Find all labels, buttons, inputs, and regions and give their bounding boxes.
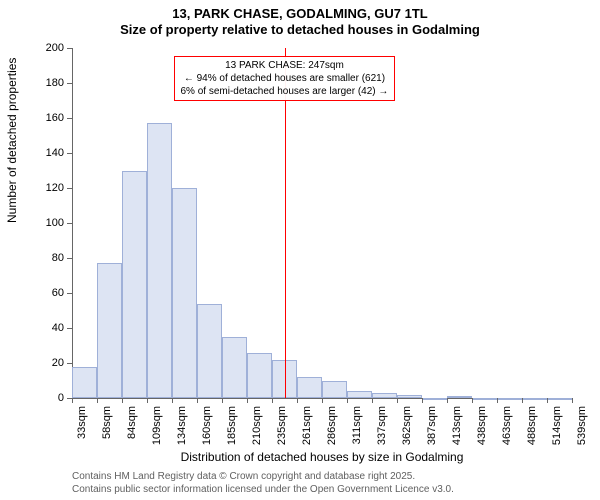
footnote-line-2: Contains public sector information licen…: [72, 483, 454, 496]
x-tick-label: 109sqm: [151, 406, 163, 445]
histogram-bar: [72, 367, 97, 399]
histogram-bar: [147, 123, 172, 398]
histogram-bar: [397, 395, 422, 399]
x-tick-label: 210sqm: [251, 406, 263, 445]
title-line-2: Size of property relative to detached ho…: [0, 22, 600, 38]
y-tick-label: 120: [36, 182, 64, 194]
x-tick-mark: [522, 398, 523, 403]
x-tick-label: 286sqm: [326, 406, 338, 445]
y-tick-label: 20: [36, 357, 64, 369]
x-tick-mark: [497, 398, 498, 403]
x-tick-mark: [122, 398, 123, 403]
y-tick-mark: [67, 118, 72, 119]
x-tick-label: 337sqm: [376, 406, 388, 445]
x-tick-mark: [547, 398, 548, 403]
y-tick-label: 100: [36, 217, 64, 229]
y-tick-label: 80: [36, 252, 64, 264]
histogram-bar: [347, 391, 372, 398]
x-tick-mark: [297, 398, 298, 403]
x-tick-label: 387sqm: [426, 406, 438, 445]
x-axis-label: Distribution of detached houses by size …: [72, 450, 572, 464]
histogram-bar: [422, 398, 447, 400]
title-line-1: 13, PARK CHASE, GODALMING, GU7 1TL: [0, 6, 600, 22]
x-tick-mark: [572, 398, 573, 403]
x-tick-label: 160sqm: [201, 406, 213, 445]
y-tick-mark: [67, 258, 72, 259]
x-tick-label: 185sqm: [226, 406, 238, 445]
y-tick-label: 60: [36, 287, 64, 299]
x-tick-label: 488sqm: [526, 406, 538, 445]
x-tick-mark: [147, 398, 148, 403]
y-tick-label: 0: [36, 392, 64, 404]
histogram-bar: [172, 188, 197, 398]
x-tick-label: 438sqm: [476, 406, 488, 445]
y-tick-mark: [67, 83, 72, 84]
x-tick-label: 514sqm: [551, 406, 563, 445]
x-tick-mark: [422, 398, 423, 403]
annotation-line-1: 13 PARK CHASE: 247sqm: [181, 59, 389, 72]
x-tick-mark: [97, 398, 98, 403]
x-tick-label: 33sqm: [76, 406, 88, 439]
y-tick-mark: [67, 223, 72, 224]
histogram-bar: [522, 398, 547, 400]
histogram-bar: [322, 381, 347, 399]
y-tick-mark: [67, 328, 72, 329]
histogram-bar: [297, 377, 322, 398]
x-tick-mark: [197, 398, 198, 403]
chart-title: 13, PARK CHASE, GODALMING, GU7 1TL Size …: [0, 0, 600, 37]
x-tick-mark: [222, 398, 223, 403]
histogram-bar: [372, 393, 397, 398]
histogram-bar: [247, 353, 272, 399]
y-tick-label: 140: [36, 147, 64, 159]
x-tick-mark: [172, 398, 173, 403]
x-tick-label: 261sqm: [301, 406, 313, 445]
y-tick-label: 180: [36, 77, 64, 89]
y-tick-mark: [67, 363, 72, 364]
annotation-box: 13 PARK CHASE: 247sqm← 94% of detached h…: [174, 56, 396, 101]
x-tick-label: 362sqm: [401, 406, 413, 445]
x-tick-label: 539sqm: [576, 406, 588, 445]
y-tick-label: 40: [36, 322, 64, 334]
y-tick-mark: [67, 153, 72, 154]
annotation-line-2: ← 94% of detached houses are smaller (62…: [181, 72, 389, 85]
x-tick-label: 463sqm: [501, 406, 513, 445]
histogram-bar: [197, 304, 222, 399]
histogram-bar: [97, 263, 122, 398]
annotation-line-3: 6% of semi-detached houses are larger (4…: [181, 85, 389, 98]
x-tick-mark: [397, 398, 398, 403]
y-tick-label: 160: [36, 112, 64, 124]
histogram-bar: [122, 171, 147, 399]
y-tick-mark: [67, 293, 72, 294]
histogram-bar: [497, 398, 522, 400]
x-tick-mark: [347, 398, 348, 403]
x-tick-mark: [272, 398, 273, 403]
histogram-bar: [547, 398, 572, 400]
x-tick-label: 134sqm: [176, 406, 188, 445]
x-tick-mark: [322, 398, 323, 403]
footnote-line-1: Contains HM Land Registry data © Crown c…: [72, 470, 454, 483]
x-tick-label: 413sqm: [451, 406, 463, 445]
x-tick-mark: [447, 398, 448, 403]
histogram-chart: 13, PARK CHASE, GODALMING, GU7 1TL Size …: [0, 0, 600, 500]
histogram-bar: [447, 396, 472, 398]
x-tick-mark: [372, 398, 373, 403]
y-tick-label: 200: [36, 42, 64, 54]
y-tick-mark: [67, 48, 72, 49]
histogram-bar: [222, 337, 247, 398]
x-tick-mark: [472, 398, 473, 403]
x-tick-label: 235sqm: [276, 406, 288, 445]
y-tick-mark: [67, 188, 72, 189]
x-tick-mark: [72, 398, 73, 403]
footnote: Contains HM Land Registry data © Crown c…: [72, 470, 454, 496]
histogram-bar: [472, 398, 497, 400]
x-tick-mark: [247, 398, 248, 403]
x-tick-label: 58sqm: [101, 406, 113, 439]
x-tick-label: 311sqm: [351, 406, 363, 444]
x-tick-label: 84sqm: [126, 406, 138, 439]
